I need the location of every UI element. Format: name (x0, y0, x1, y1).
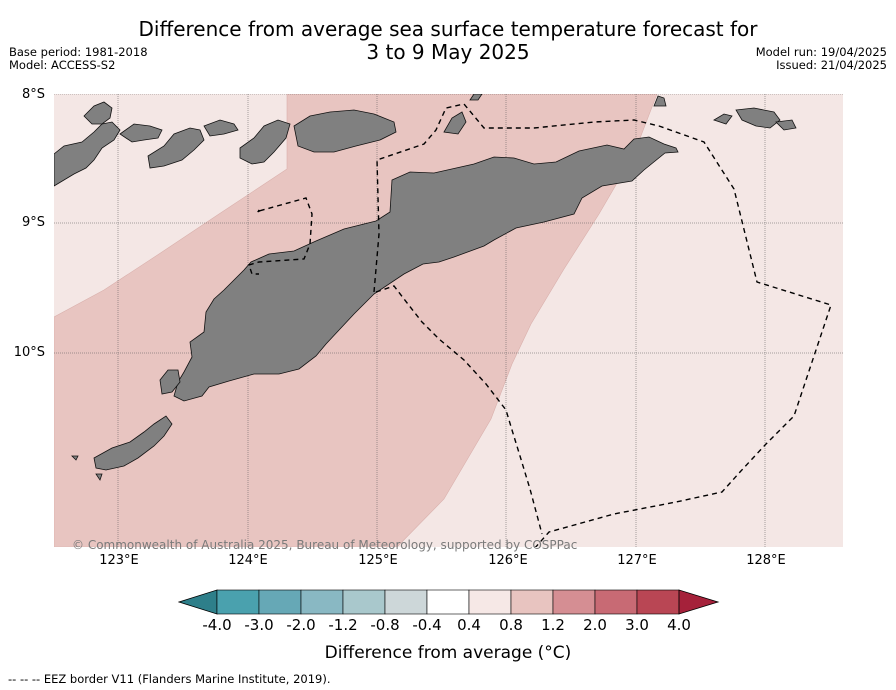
land-babar-3 (775, 119, 797, 131)
land-pantar (147, 127, 205, 169)
colorbar (178, 589, 720, 615)
land-wetar (293, 109, 397, 153)
lon-label-128e: 128°E (746, 553, 786, 568)
land-savu (93, 415, 173, 471)
title-line-2: 3 to 9 May 2025 (366, 40, 530, 64)
issued-date: Issued: 21/04/2025 (776, 58, 887, 72)
land-alor (54, 121, 121, 187)
land-babar-1 (713, 113, 733, 125)
base-period: Base period: 1981-2018 (9, 45, 148, 59)
meta-left: Base period: 1981-2018 Model: ACCESS-S2 (9, 46, 148, 72)
model-name: Model: ACCESS-S2 (9, 58, 116, 72)
land-islet-1 (83, 101, 113, 125)
colorbar-tick-label: -0.4 (412, 616, 442, 634)
sst-anomaly-map (54, 94, 843, 547)
eez-border-north (373, 103, 832, 547)
colorbar-segment (468, 589, 512, 615)
eez-legend: -- -- -- EEZ border V11 (Flanders Marine… (8, 672, 331, 686)
colorbar-segment (594, 589, 638, 615)
colorbar-tick-label: 0.8 (499, 616, 523, 634)
meta-right: Model run: 19/04/2025 Issued: 21/04/2025 (756, 46, 887, 72)
colorbar-tick-label: -3.0 (244, 616, 274, 634)
colorbar-tick-label: -4.0 (202, 616, 232, 634)
title-line-1: Difference from average sea surface temp… (138, 17, 758, 41)
colorbar-tick-label: 1.2 (541, 616, 565, 634)
lon-label-125e: 125°E (358, 553, 398, 568)
colorbar-segment (300, 589, 344, 615)
lat-label-9s: 9°S (21, 215, 45, 230)
land-islet-4 (469, 94, 483, 101)
colorbar-tick-label: -1.2 (328, 616, 358, 634)
colorbar-segment (258, 589, 302, 615)
colorbar-tick-label: 4.0 (667, 616, 691, 634)
colorbar-segment (510, 589, 554, 615)
land-islet-2 (119, 123, 163, 143)
colorbar-segment (636, 589, 680, 615)
colorbar-segment (552, 589, 596, 615)
chart-title: Difference from average sea surface temp… (0, 18, 896, 64)
colorbar-segment (342, 589, 386, 615)
lat-label-10s: 10°S (13, 345, 45, 360)
eez-border-south (375, 285, 543, 535)
land (54, 94, 797, 481)
colorbar-tick-label: 3.0 (625, 616, 649, 634)
lon-label-127e: 127°E (617, 553, 657, 568)
colorbar-tick-label: 2.0 (583, 616, 607, 634)
colorbar-segment (384, 589, 428, 615)
colorbar-extend-high (678, 589, 720, 615)
model-run: Model run: 19/04/2025 (755, 45, 887, 59)
lon-label-124e: 124°E (228, 553, 268, 568)
colorbar-segments (178, 589, 720, 615)
land-wetar-west (239, 119, 291, 165)
lat-label-8s: 8°S (21, 87, 45, 102)
eez-border (248, 103, 832, 547)
land-islet-3 (203, 119, 239, 137)
lon-label-126e: 126°E (488, 553, 528, 568)
land-islet-7 (95, 473, 103, 481)
eez-border-timor-north (248, 197, 313, 275)
land-islet-5 (653, 95, 667, 107)
colorbar-extend-low (178, 589, 218, 615)
land-atauro (443, 111, 467, 135)
colorbar-segment (216, 589, 260, 615)
land-rote (159, 369, 181, 395)
colorbar-segment (426, 589, 470, 615)
copyright-notice: © Commonwealth of Australia 2025, Bureau… (72, 538, 578, 552)
colorbar-tick-label: -2.0 (286, 616, 316, 634)
land-babar-2 (735, 107, 781, 129)
colorbar-label: Difference from average (°C) (324, 643, 572, 663)
colorbar-tick-label: 0.4 (457, 616, 481, 634)
colorbar-tick-label: -0.8 (370, 616, 400, 634)
land-islet-6 (71, 455, 79, 461)
land-timor (173, 136, 679, 402)
lon-label-123e: 123°E (99, 553, 139, 568)
